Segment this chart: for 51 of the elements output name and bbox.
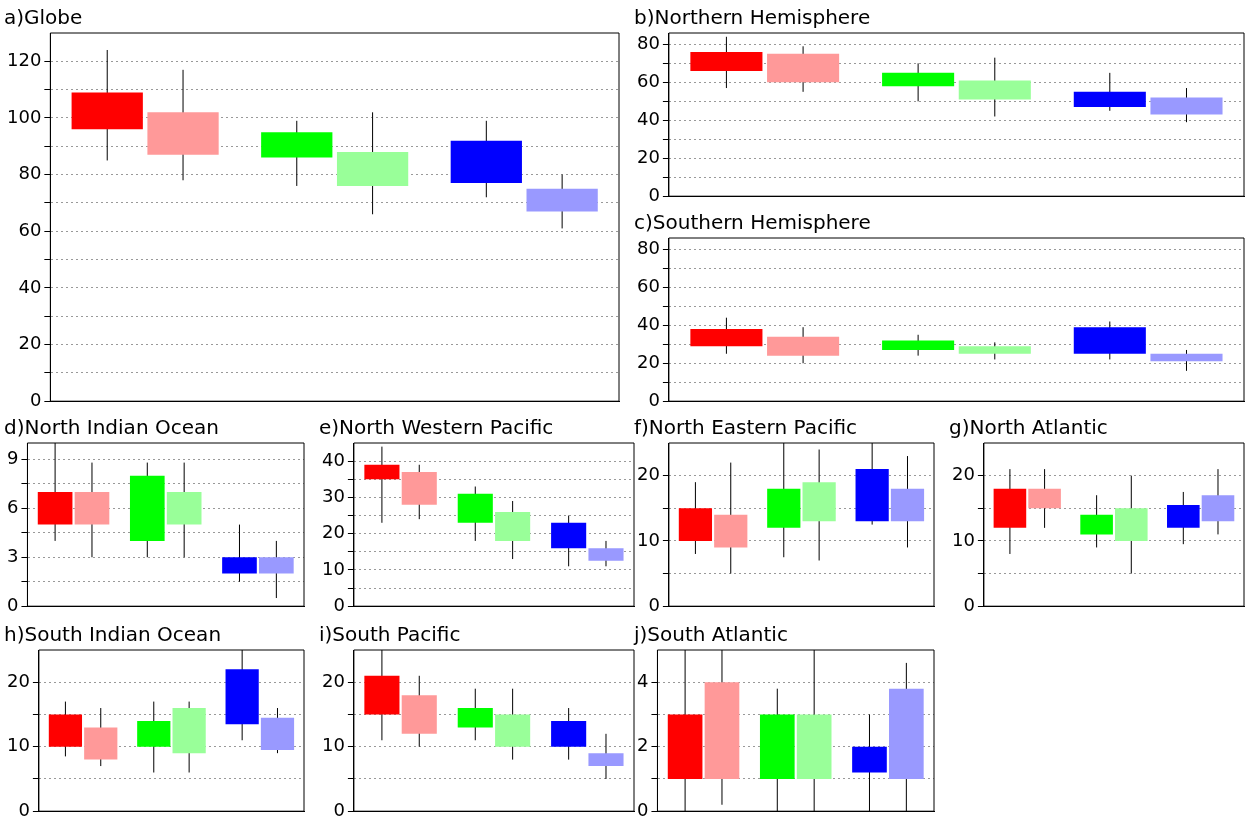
y-tick-label: 6: [7, 495, 19, 517]
y-tick-label: 9: [7, 446, 19, 468]
y-tick-label: 20: [18, 332, 42, 354]
y-tick-label: 2: [637, 734, 649, 756]
chart-title: i)South Pacific: [319, 622, 461, 647]
y-tick-label: 30: [322, 485, 345, 507]
chart-title: d)North Indian Ocean: [4, 415, 219, 440]
y-tick-label: 20: [637, 463, 660, 485]
y-tick-label: 10: [637, 528, 660, 550]
y-tick-label: 0: [333, 593, 345, 615]
chart-title: g)North Atlantic: [949, 415, 1108, 440]
y-tick-label: 20: [952, 463, 975, 485]
chart-title: a)Globe: [4, 5, 83, 30]
y-tick-label: 0: [963, 593, 975, 615]
y-tick-label: 40: [18, 275, 42, 297]
y-tick-label: 0: [7, 593, 19, 615]
chart-title: h)South Indian Ocean: [4, 622, 222, 647]
y-tick-label: 40: [637, 312, 660, 334]
y-tick-label: 0: [18, 798, 30, 820]
y-tick-label: 100: [7, 105, 42, 127]
y-tick-label: 40: [322, 448, 345, 470]
y-tick-label: 0: [648, 593, 660, 615]
y-tick-label: 10: [7, 734, 30, 756]
chart-title: b)Northern Hemisphere: [634, 5, 871, 30]
y-tick-label: 10: [322, 734, 345, 756]
chart-title: e)North Western Pacific: [319, 415, 554, 440]
y-tick-label: 120: [7, 48, 42, 70]
y-tick-label: 60: [637, 275, 660, 297]
y-tick-label: 10: [322, 557, 345, 579]
y-tick-label: 80: [18, 162, 42, 184]
y-tick-label: 0: [637, 798, 649, 820]
y-tick-label: 60: [18, 218, 42, 240]
chart-title: c)Southern Hemisphere: [634, 210, 871, 235]
chart-title: f)North Eastern Pacific: [634, 415, 858, 440]
y-tick-label: 60: [637, 70, 660, 92]
y-tick-label: 20: [7, 669, 30, 691]
y-tick-label: 0: [648, 183, 660, 205]
y-tick-label: 3: [7, 544, 19, 566]
y-tick-label: 20: [322, 669, 345, 691]
y-tick-label: 20: [637, 145, 660, 167]
y-tick-label: 0: [333, 798, 345, 820]
y-tick-label: 0: [648, 388, 660, 410]
y-tick-label: 40: [637, 107, 660, 129]
y-tick-label: 4: [637, 669, 649, 691]
y-tick-label: 10: [952, 528, 975, 550]
y-tick-label: 0: [29, 388, 42, 410]
y-tick-label: 80: [637, 237, 660, 259]
y-tick-label: 20: [637, 350, 660, 372]
chart-title: j)South Atlantic: [633, 622, 788, 647]
y-tick-label: 20: [322, 521, 345, 543]
y-tick-label: 80: [637, 32, 660, 54]
